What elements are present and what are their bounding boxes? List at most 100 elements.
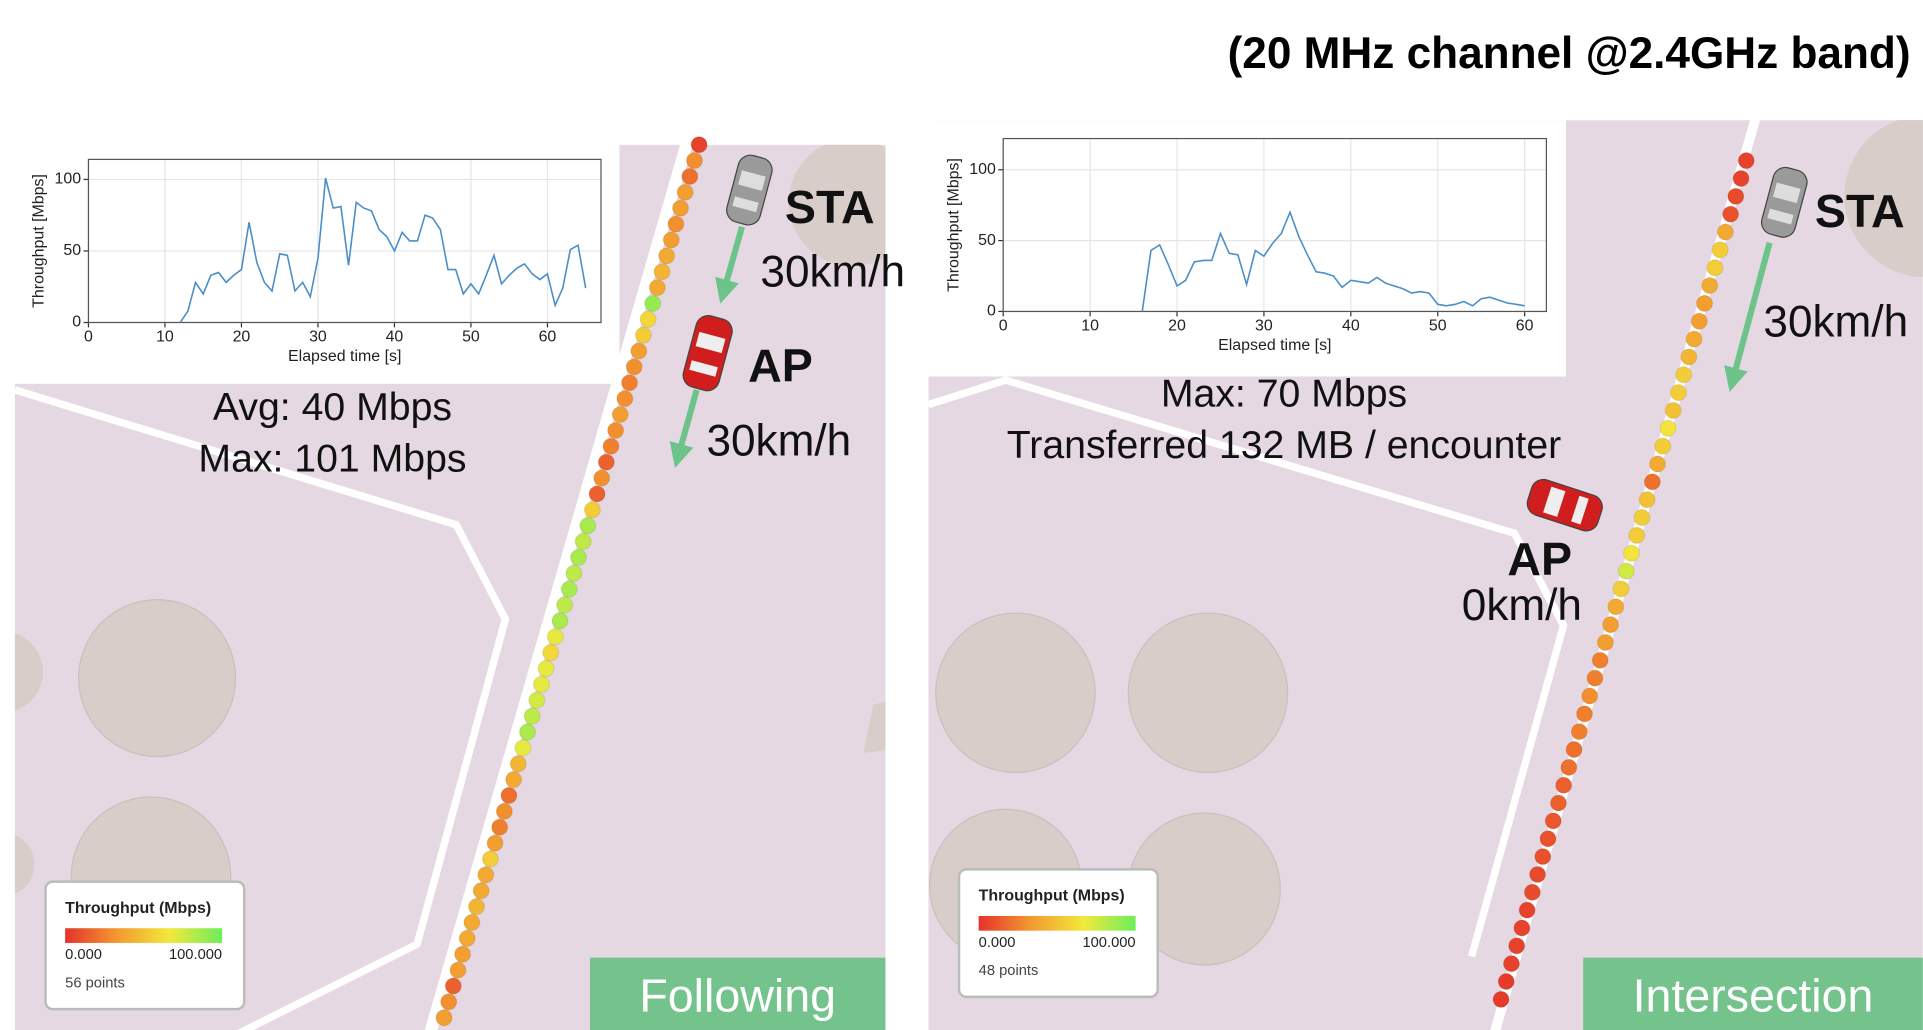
throughput-point [1514, 920, 1530, 936]
legend-max: 100.000 [169, 947, 222, 963]
throughput-point [1618, 563, 1634, 579]
throughput-point [1535, 849, 1551, 865]
x-tick-label: 10 [1081, 317, 1099, 334]
throughput-point [1577, 706, 1593, 722]
legend-title: Throughput (Mbps) [979, 888, 1125, 905]
throughput-point [1639, 492, 1655, 508]
x-tick-label: 0 [999, 317, 1008, 334]
throughput-point [1530, 866, 1546, 882]
throughput-point [1702, 278, 1718, 294]
throughput-point [1670, 385, 1686, 401]
throughput-point [1697, 295, 1713, 311]
stat-text: Max: 101 Mbps [198, 436, 466, 480]
throughput-point [1691, 313, 1707, 329]
x-tick-label: 10 [156, 328, 174, 345]
throughput-point [659, 248, 675, 264]
throughput-point [584, 502, 600, 518]
throughput-point [1707, 260, 1723, 276]
x-axis-label: Elapsed time [s] [288, 348, 401, 365]
throughput-point [589, 486, 605, 502]
throughput-point [464, 915, 480, 931]
throughput-point [1509, 938, 1525, 954]
throughput-point [575, 534, 591, 550]
throughput-point [1603, 617, 1619, 633]
y-tick-label: 100 [969, 161, 996, 178]
x-tick-label: 20 [233, 328, 251, 345]
ap-label: AP [748, 339, 813, 391]
throughput-point [459, 930, 475, 946]
throughput-point [1717, 224, 1733, 240]
y-tick-label: 0 [72, 314, 81, 331]
throughput-point [520, 724, 536, 740]
throughput-point [1592, 652, 1608, 668]
x-tick-label: 40 [386, 328, 404, 345]
throughput-point [1561, 759, 1577, 775]
sta-label: STA [785, 181, 875, 233]
throughput-point [608, 422, 624, 438]
throughput-point [1712, 242, 1728, 258]
throughput-point [469, 899, 485, 915]
throughput-point [547, 629, 563, 645]
throughput-point [566, 565, 582, 581]
throughput-point [1655, 438, 1671, 454]
y-tick-label: 100 [55, 171, 82, 188]
throughput-point [450, 962, 466, 978]
throughput-point [496, 803, 512, 819]
x-tick-label: 60 [539, 328, 557, 345]
throughput-point [1650, 456, 1666, 472]
throughput-point [1728, 188, 1744, 204]
throughput-point [1681, 349, 1697, 365]
throughput-point [561, 581, 577, 597]
ap-speed: 0km/h [1462, 581, 1582, 630]
y-tick-label: 50 [63, 242, 81, 259]
throughput-point [598, 454, 614, 470]
throughput-point [1493, 991, 1509, 1007]
throughput-point [455, 946, 471, 962]
x-tick-label: 0 [84, 328, 93, 345]
throughput-point [1660, 420, 1676, 436]
throughput-point [640, 311, 656, 327]
throughput-point [1629, 527, 1645, 543]
legend-colorbar [65, 928, 222, 943]
throughput-point [1498, 974, 1514, 990]
throughput-point [1540, 831, 1556, 847]
x-tick-label: 50 [462, 328, 480, 345]
throughput-point [663, 232, 679, 248]
page: (20 MHz channel @2.4GHz band) 0 10 20 30 40 5… [0, 0, 1923, 1030]
throughput-point [1582, 688, 1598, 704]
sta-speed: 30km/h [760, 247, 905, 296]
throughput-point [1623, 545, 1639, 561]
scenario-label: Intersection [1633, 970, 1874, 1022]
legend-min: 0.000 [65, 947, 102, 963]
x-tick-label: 40 [1342, 317, 1360, 334]
throughput-point [668, 216, 684, 232]
throughput-point [686, 153, 702, 169]
throughput-point [682, 168, 698, 184]
throughput-point [1556, 777, 1572, 793]
throughput-point [580, 518, 596, 534]
throughput-point [631, 343, 647, 359]
x-tick-label: 30 [1255, 317, 1273, 334]
title: (20 MHz channel @2.4GHz band) [1228, 29, 1911, 78]
stat-text: Avg: 40 Mbps [213, 385, 452, 429]
x-tick-label: 30 [309, 328, 327, 345]
throughput-point [478, 867, 494, 883]
throughput-point [626, 359, 642, 375]
throughput-point [445, 978, 461, 994]
ap-label: AP [1507, 533, 1572, 585]
sta-label: STA [1815, 185, 1905, 237]
throughput-point [645, 295, 661, 311]
throughput-point [1665, 402, 1681, 418]
throughput-point [524, 708, 540, 724]
throughput-point [552, 613, 568, 629]
ap-speed: 30km/h [706, 417, 851, 466]
throughput-point [492, 819, 508, 835]
throughput-point [1738, 153, 1754, 169]
x-tick-label: 60 [1516, 317, 1534, 334]
stat-text: Transferred 132 MB / encounter [1007, 423, 1561, 467]
stat-text: Max: 70 Mbps [1161, 371, 1407, 415]
throughput-point [691, 137, 707, 153]
legend-colorbar [979, 916, 1136, 931]
throughput-point [1503, 956, 1519, 972]
throughput-point [436, 1010, 452, 1026]
